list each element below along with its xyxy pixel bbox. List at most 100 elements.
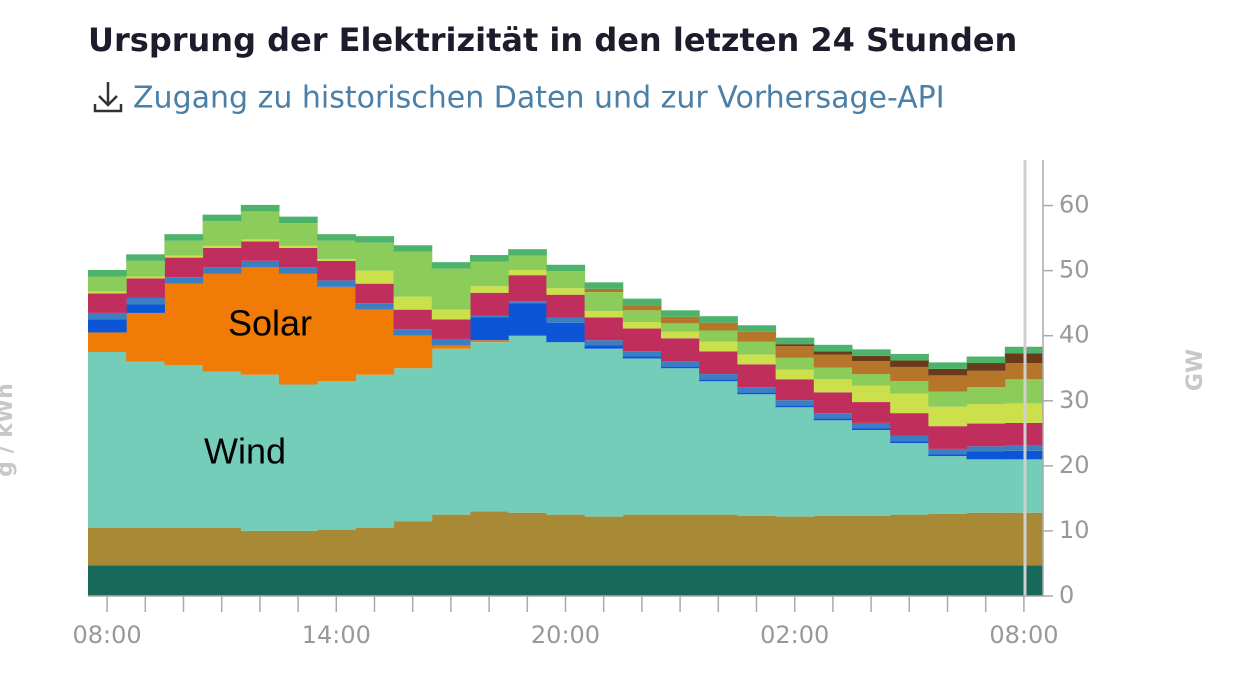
area-step [928, 362, 968, 369]
area-step [279, 384, 318, 531]
area-step [661, 338, 700, 362]
area-step [126, 260, 165, 277]
area-step [890, 443, 929, 515]
area-step [355, 527, 395, 566]
area-step [88, 332, 127, 352]
area-step [622, 356, 662, 359]
area-step [813, 392, 853, 414]
area-step [661, 323, 700, 332]
y-tick-label: 20 [1059, 451, 1090, 479]
area-step [737, 325, 777, 332]
area-step [202, 371, 242, 528]
area-step [966, 356, 1006, 364]
area-step [164, 277, 204, 284]
area-step [317, 529, 356, 566]
area-step [775, 405, 815, 408]
area-step [126, 254, 165, 261]
area-step [431, 268, 471, 310]
area-step [661, 331, 700, 339]
y-tick-label: 0 [1059, 581, 1074, 609]
area-step [852, 428, 891, 431]
area-step [202, 214, 242, 222]
area-step [813, 344, 853, 352]
area-step [88, 319, 127, 333]
area-step [775, 344, 815, 347]
area-step [813, 515, 853, 566]
area-step [279, 267, 318, 274]
area-step [126, 304, 165, 313]
y-tick-label: 60 [1059, 191, 1090, 219]
area-step [546, 264, 586, 272]
area-step [699, 381, 738, 515]
area-step [202, 267, 242, 274]
area-step [584, 516, 624, 566]
area-step [890, 565, 929, 596]
area-step [126, 361, 165, 528]
area-step [584, 345, 624, 349]
x-tick-label: 02:00 [760, 621, 829, 649]
area-step [317, 280, 356, 287]
area-step [890, 353, 929, 361]
area-step [775, 369, 815, 380]
area-step [126, 312, 165, 362]
area-step [813, 367, 853, 380]
series-label: Solar [228, 303, 312, 344]
area-step [699, 316, 738, 323]
area-step [890, 413, 929, 436]
area-step [737, 341, 777, 355]
area-step [164, 364, 204, 528]
y-tick-label: 30 [1059, 386, 1090, 414]
area-step [393, 521, 433, 566]
area-step [622, 328, 662, 352]
area-step [966, 459, 1006, 513]
area-step [699, 351, 738, 375]
area-step [508, 512, 547, 566]
area-step [279, 273, 318, 385]
area-step [928, 391, 968, 407]
area-step [813, 351, 853, 355]
y-tick-label: 50 [1059, 256, 1090, 284]
area-step [279, 565, 318, 596]
area-step [470, 315, 509, 318]
area-step [966, 423, 1006, 447]
area-step [890, 514, 929, 566]
area-step [355, 303, 395, 310]
area-step [928, 565, 968, 596]
area-step [852, 355, 891, 362]
area-step [88, 276, 127, 292]
area-step [279, 216, 318, 224]
x-tick-label: 20:00 [531, 621, 600, 649]
area-step [699, 322, 738, 331]
area-step [928, 514, 968, 566]
area-step [202, 273, 242, 372]
area-step [393, 329, 433, 336]
data-link[interactable]: Zugang zu historischen Daten und zur Vor… [133, 81, 945, 116]
area-step [661, 366, 700, 369]
area-step [699, 374, 738, 380]
x-tick-label: 08:00 [989, 621, 1058, 649]
download-icon[interactable] [93, 82, 123, 113]
area-step [431, 565, 471, 596]
area-step [852, 565, 891, 596]
area-step [164, 257, 204, 278]
area-step [393, 296, 433, 310]
area-step [890, 441, 929, 444]
y-tick-label: 10 [1059, 516, 1090, 544]
area-step [164, 527, 204, 566]
area-step [584, 288, 624, 293]
area-step [928, 426, 968, 449]
area-step [622, 351, 662, 357]
area-step [737, 364, 777, 388]
area-step [966, 565, 1006, 596]
area-step [737, 515, 777, 566]
area-step [470, 261, 509, 287]
area-step [279, 247, 318, 268]
y2-axis-label: g / kWh [0, 383, 18, 477]
area-step [928, 454, 968, 457]
area-step [661, 565, 700, 596]
area-step [508, 255, 547, 270]
area-step [126, 297, 165, 305]
area-step [775, 516, 815, 566]
area-step [202, 221, 242, 246]
area-step [470, 292, 509, 316]
